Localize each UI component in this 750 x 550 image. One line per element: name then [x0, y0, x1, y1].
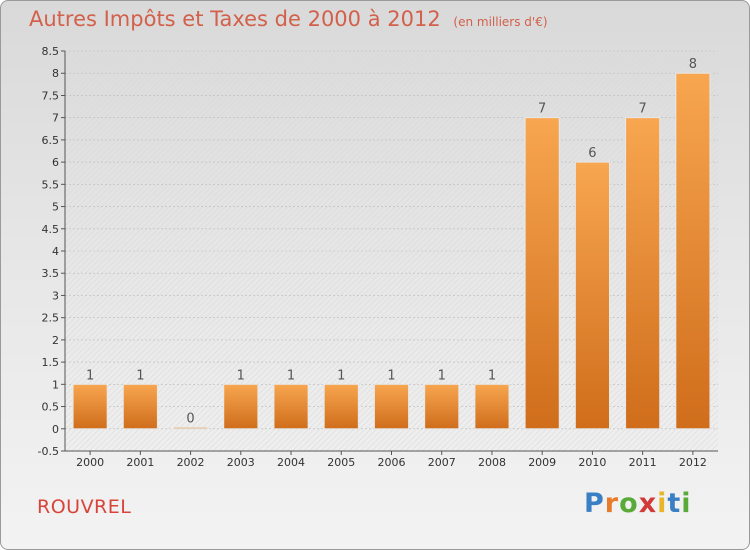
data-label: 1 — [237, 368, 245, 383]
data-label: 1 — [136, 368, 144, 383]
bar — [223, 383, 259, 430]
x-tick-label: 2003 — [227, 456, 255, 469]
data-label: 1 — [488, 368, 496, 383]
data-label: 6 — [588, 146, 596, 161]
bar — [474, 383, 510, 430]
data-label: 1 — [337, 368, 345, 383]
y-tick-label: 5 — [52, 201, 59, 214]
x-tick-label: 2004 — [277, 456, 305, 469]
bar — [675, 72, 711, 430]
bar — [122, 383, 158, 430]
bar — [273, 383, 309, 430]
y-tick-label: 2 — [52, 334, 59, 347]
x-tick-label: 2008 — [478, 456, 506, 469]
proxiti-logo: Proxiti — [584, 488, 692, 519]
brand-letter: i — [657, 488, 668, 519]
y-tick-label: 0.5 — [42, 401, 60, 414]
y-tick-label: 7.5 — [42, 89, 60, 102]
data-label: 1 — [287, 368, 295, 383]
y-tick-label: 6.5 — [42, 134, 60, 147]
place-name: ROUVREL — [37, 496, 132, 518]
y-tick-label: 6 — [52, 156, 59, 169]
y-tick-label: 1.5 — [42, 356, 60, 369]
x-tick-label: 2010 — [578, 456, 606, 469]
x-tick-label: 2012 — [679, 456, 707, 469]
x-tick-label: 2006 — [378, 456, 406, 469]
y-tick-label: 4.5 — [42, 223, 60, 236]
bar — [373, 383, 410, 430]
y-tick-label: 8 — [52, 67, 59, 80]
bar — [574, 161, 611, 430]
x-tick-label: 2005 — [327, 456, 355, 469]
title-text: Autres Impôts et Taxes de 2000 à 2012 — [29, 7, 441, 31]
data-label: 1 — [86, 368, 94, 383]
y-tick-label: 7 — [52, 112, 59, 125]
y-tick-label: 3.5 — [42, 267, 60, 280]
y-tick-label: -0.5 — [38, 445, 59, 458]
x-tick-label: 2009 — [528, 456, 556, 469]
x-tick-label: 2001 — [126, 456, 154, 469]
x-tick-label: 2011 — [629, 456, 657, 469]
title-unit: (en milliers d'€) — [453, 15, 548, 29]
y-tick-label: 5.5 — [42, 178, 60, 191]
brand-letter: t — [667, 488, 682, 519]
chart-title: Autres Impôts et Taxes de 2000 à 2012 (e… — [29, 7, 548, 31]
data-label: 0 — [186, 411, 194, 426]
data-label: 1 — [387, 368, 395, 383]
y-tick-label: 4 — [52, 245, 59, 258]
brand-letter: r — [604, 488, 620, 519]
y-tick-label: 3 — [52, 289, 59, 302]
y-tick-label: 0 — [52, 423, 59, 436]
data-label: 7 — [538, 102, 546, 117]
data-label: 7 — [639, 102, 647, 117]
brand-letter: P — [584, 488, 605, 519]
y-tick-label: 8.5 — [42, 45, 60, 58]
brand-letter: i — [681, 488, 692, 519]
bar — [172, 426, 209, 430]
data-label: 1 — [438, 368, 446, 383]
bar — [424, 383, 460, 430]
y-tick-label: 1 — [52, 378, 59, 391]
brand-letter: o — [619, 488, 639, 519]
y-tick-label: 2.5 — [42, 312, 60, 325]
x-tick-label: 2000 — [76, 456, 104, 469]
bar — [72, 383, 108, 430]
brand-letter: x — [638, 488, 658, 519]
x-tick-label: 2007 — [428, 456, 456, 469]
bar — [323, 383, 359, 430]
bar — [625, 117, 661, 430]
x-tick-label: 2002 — [177, 456, 205, 469]
data-label: 8 — [689, 57, 697, 72]
bar — [524, 117, 560, 430]
